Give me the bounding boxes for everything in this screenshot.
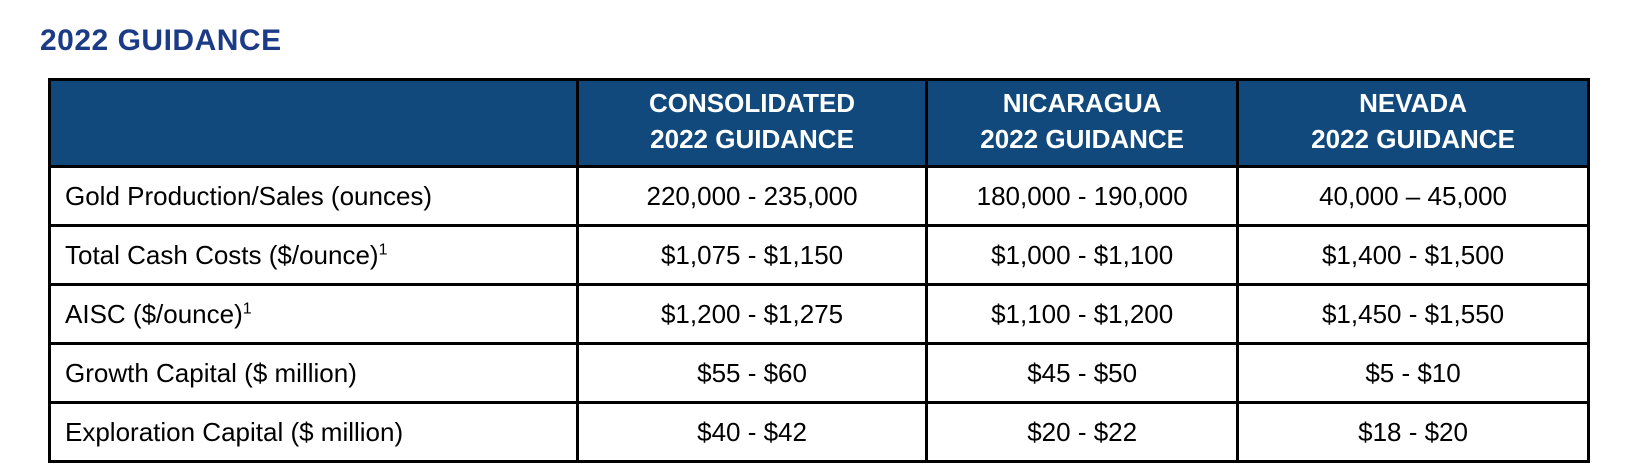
cell-nevada: $1,450 - $1,550: [1236, 283, 1590, 345]
footnote-marker: 1: [242, 299, 252, 317]
page-title: 2022 GUIDANCE: [40, 24, 282, 57]
guidance-table: CONSOLIDATED 2022 GUIDANCE NICARAGUA 202…: [48, 78, 1590, 463]
cell-consolidated: $1,200 - $1,275: [575, 283, 929, 345]
row-label-text: Growth Capital ($ million): [65, 357, 357, 388]
corner-cell: [48, 78, 579, 168]
cell-nevada: $1,400 - $1,500: [1236, 224, 1590, 286]
column-header-line2: 2022 GUIDANCE: [1311, 124, 1515, 154]
row-label-text: Total Cash Costs ($/ounce): [65, 239, 379, 270]
column-header-line1: CONSOLIDATED: [649, 87, 856, 118]
header-row: CONSOLIDATED 2022 GUIDANCE NICARAGUA 202…: [48, 78, 1590, 168]
column-header-line1: NICARAGUA: [1002, 87, 1162, 118]
row-label-text: Gold Production/Sales (ounces): [65, 180, 433, 211]
column-header-line2: 2022 GUIDANCE: [650, 124, 854, 154]
cell-consolidated: 220,000 - 235,000: [575, 165, 929, 227]
cell-nevada: $5 - $10: [1236, 342, 1590, 404]
cell-nevada: $18 - $20: [1236, 401, 1590, 463]
column-header-consolidated: CONSOLIDATED 2022 GUIDANCE: [575, 78, 929, 168]
row-label: AISC ($/ounce)1: [48, 283, 579, 345]
table-row-exploration-capital: Exploration Capital ($ million) $40 - $4…: [48, 401, 1590, 463]
row-label: Exploration Capital ($ million): [48, 401, 579, 463]
table-row-gold-production: Gold Production/Sales (ounces) 220,000 -…: [48, 165, 1590, 227]
column-header-line1: NEVADA: [1359, 87, 1467, 118]
table-row-total-cash-costs: Total Cash Costs ($/ounce)1 $1,075 - $1,…: [48, 224, 1590, 286]
cell-nicaragua: 180,000 - 190,000: [925, 165, 1240, 227]
row-label: Growth Capital ($ million): [48, 342, 579, 404]
cell-consolidated: $1,075 - $1,150: [575, 224, 929, 286]
row-label: Total Cash Costs ($/ounce)1: [48, 224, 579, 286]
column-header-nevada: NEVADA 2022 GUIDANCE: [1236, 78, 1590, 168]
cell-nicaragua: $1,100 - $1,200: [925, 283, 1240, 345]
cell-nicaragua: $45 - $50: [925, 342, 1240, 404]
table-row-aisc: AISC ($/ounce)1 $1,200 - $1,275 $1,100 -…: [48, 283, 1590, 345]
cell-consolidated: $55 - $60: [575, 342, 929, 404]
cell-nevada: 40,000 – 45,000: [1236, 165, 1590, 227]
column-header-line2: 2022 GUIDANCE: [980, 124, 1185, 154]
cell-nicaragua: $20 - $22: [925, 401, 1240, 463]
row-label-text: AISC ($/ounce): [65, 298, 243, 329]
cell-consolidated: $40 - $42: [575, 401, 929, 463]
footnote-marker: 1: [378, 240, 388, 258]
cell-nicaragua: $1,000 - $1,100: [925, 224, 1240, 286]
row-label-text: Exploration Capital ($ million): [65, 416, 404, 447]
table-row-growth-capital: Growth Capital ($ million) $55 - $60 $45…: [48, 342, 1590, 404]
column-header-nicaragua: NICARAGUA 2022 GUIDANCE: [925, 78, 1240, 168]
row-label: Gold Production/Sales (ounces): [48, 165, 579, 227]
